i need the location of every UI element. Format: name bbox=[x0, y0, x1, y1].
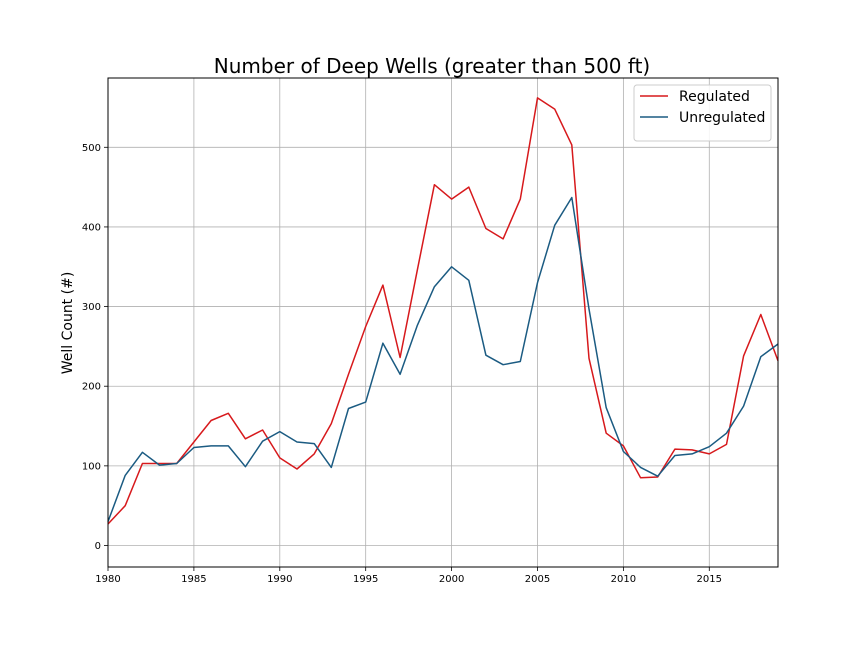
y-tick-label: 0 bbox=[95, 541, 101, 552]
legend-box bbox=[633, 84, 772, 142]
x-tick-label: 1985 bbox=[181, 574, 206, 585]
y-tick-label: 200 bbox=[82, 382, 101, 393]
x-tick-label: 1990 bbox=[267, 574, 292, 585]
y-axis-label: Well Count (#) bbox=[60, 272, 76, 375]
x-tick-label: 2005 bbox=[525, 574, 550, 585]
series-line-regulated bbox=[107, 97, 779, 525]
series-line-unregulated bbox=[107, 196, 779, 522]
y-tick-label: 300 bbox=[82, 302, 101, 313]
series-lines bbox=[107, 97, 779, 525]
x-tick-label: 1980 bbox=[95, 574, 120, 585]
x-tick-label: 2015 bbox=[697, 574, 722, 585]
x-tick-label: 2000 bbox=[439, 574, 464, 585]
chart-title: Number of Deep Wells (greater than 500 f… bbox=[214, 54, 650, 78]
x-tick-label: 2010 bbox=[611, 574, 636, 585]
legend: Regulated Unregulated bbox=[633, 84, 772, 142]
legend-label-regulated: Regulated bbox=[679, 89, 750, 105]
axis-ticks: 1980 1985 1990 1995 2000 2005 2010 2015 0 100 200 3… bbox=[82, 143, 722, 585]
y-tick-label: 500 bbox=[82, 143, 101, 154]
x-tick-label: 1995 bbox=[353, 574, 378, 585]
plot-frame bbox=[107, 77, 779, 568]
legend-label-unregulated: Unregulated bbox=[679, 110, 765, 126]
grid bbox=[107, 78, 778, 567]
y-tick-label: 400 bbox=[82, 222, 101, 233]
y-tick-label: 100 bbox=[82, 461, 101, 472]
